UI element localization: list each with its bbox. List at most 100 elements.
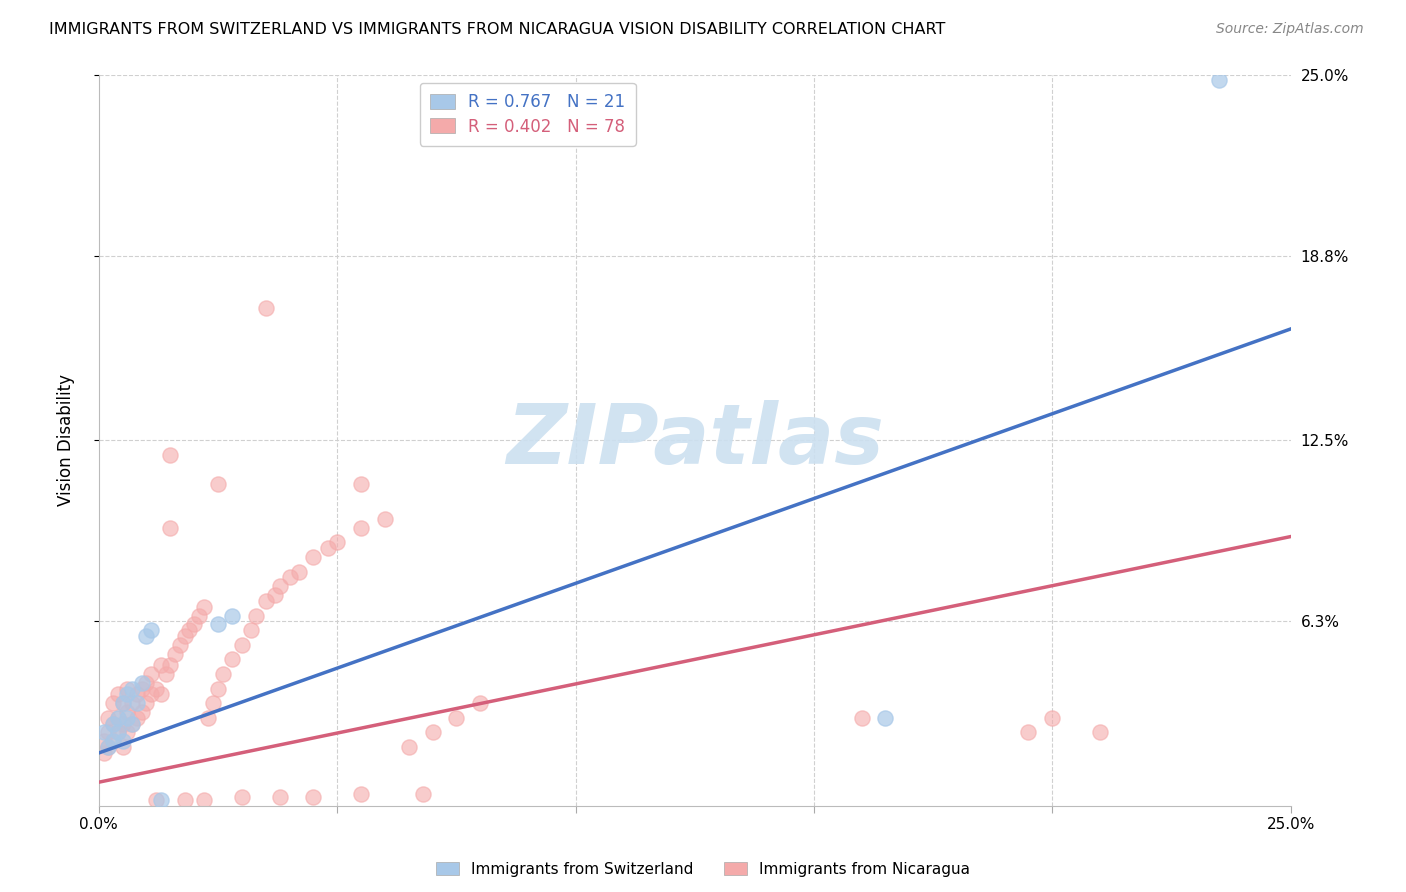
Point	[302, 789, 325, 804]
Point	[207, 681, 229, 696]
Point	[125, 711, 148, 725]
Point	[117, 688, 139, 702]
Point	[169, 638, 191, 652]
Point	[1208, 73, 1230, 87]
Point	[131, 675, 153, 690]
Point	[422, 725, 444, 739]
Text: Source: ZipAtlas.com: Source: ZipAtlas.com	[1216, 22, 1364, 37]
Point	[350, 787, 373, 801]
Point	[107, 711, 129, 725]
Point	[111, 734, 134, 748]
Point	[207, 617, 229, 632]
Text: ZIPatlas: ZIPatlas	[506, 400, 884, 481]
Point	[97, 725, 120, 739]
Point	[93, 734, 115, 748]
Point	[141, 667, 163, 681]
Point	[159, 521, 181, 535]
Point	[101, 696, 124, 710]
Point	[125, 688, 148, 702]
Point	[155, 667, 177, 681]
Point	[121, 696, 143, 710]
Point	[93, 725, 115, 739]
Point	[149, 688, 172, 702]
Point	[302, 549, 325, 564]
Point	[149, 658, 172, 673]
Point	[269, 579, 291, 593]
Point	[207, 477, 229, 491]
Point	[149, 793, 172, 807]
Point	[179, 623, 201, 637]
Point	[231, 638, 253, 652]
Point	[446, 711, 468, 725]
Point	[288, 565, 311, 579]
Point	[187, 608, 209, 623]
Point	[159, 448, 181, 462]
Point	[197, 711, 219, 725]
Point	[412, 787, 434, 801]
Point	[245, 608, 267, 623]
Point	[145, 793, 167, 807]
Point	[254, 594, 277, 608]
Point	[97, 740, 120, 755]
Point	[193, 599, 215, 614]
Point	[211, 667, 233, 681]
Point	[470, 696, 492, 710]
Point	[875, 711, 897, 725]
Point	[1088, 725, 1111, 739]
Point	[111, 696, 134, 710]
Point	[374, 512, 396, 526]
Point	[125, 696, 148, 710]
Point	[135, 629, 157, 643]
Point	[350, 477, 373, 491]
Point	[231, 789, 253, 804]
Point	[121, 681, 143, 696]
Point	[254, 301, 277, 316]
Y-axis label: Vision Disability: Vision Disability	[58, 374, 75, 506]
Point	[107, 711, 129, 725]
Legend: R = 0.767   N = 21, R = 0.402   N = 78: R = 0.767 N = 21, R = 0.402 N = 78	[420, 83, 636, 145]
Point	[101, 734, 124, 748]
Point	[193, 793, 215, 807]
Point	[326, 535, 349, 549]
Point	[93, 746, 115, 760]
Point	[145, 681, 167, 696]
Point	[316, 541, 339, 556]
Point	[121, 716, 143, 731]
Point	[1040, 711, 1063, 725]
Point	[117, 681, 139, 696]
Point	[165, 647, 187, 661]
Point	[183, 617, 205, 632]
Point	[101, 716, 124, 731]
Point	[111, 716, 134, 731]
Point	[97, 740, 120, 755]
Point	[121, 716, 143, 731]
Point	[117, 711, 139, 725]
Point	[101, 716, 124, 731]
Point	[269, 789, 291, 804]
Point	[141, 623, 163, 637]
Point	[97, 711, 120, 725]
Point	[851, 711, 873, 725]
Point	[173, 793, 195, 807]
Text: IMMIGRANTS FROM SWITZERLAND VS IMMIGRANTS FROM NICARAGUA VISION DISABILITY CORRE: IMMIGRANTS FROM SWITZERLAND VS IMMIGRANT…	[49, 22, 946, 37]
Point	[107, 725, 129, 739]
Point	[107, 688, 129, 702]
Point	[117, 725, 139, 739]
Point	[173, 629, 195, 643]
Point	[111, 696, 134, 710]
Point	[221, 608, 243, 623]
Point	[350, 521, 373, 535]
Point	[1018, 725, 1040, 739]
Point	[221, 652, 243, 666]
Point	[131, 681, 153, 696]
Point	[107, 725, 129, 739]
Point	[202, 696, 225, 710]
Point	[111, 740, 134, 755]
Point	[117, 705, 139, 719]
Point	[240, 623, 263, 637]
Point	[135, 696, 157, 710]
Point	[131, 705, 153, 719]
Point	[278, 570, 301, 584]
Point	[101, 734, 124, 748]
Legend: Immigrants from Switzerland, Immigrants from Nicaragua: Immigrants from Switzerland, Immigrants …	[429, 854, 977, 884]
